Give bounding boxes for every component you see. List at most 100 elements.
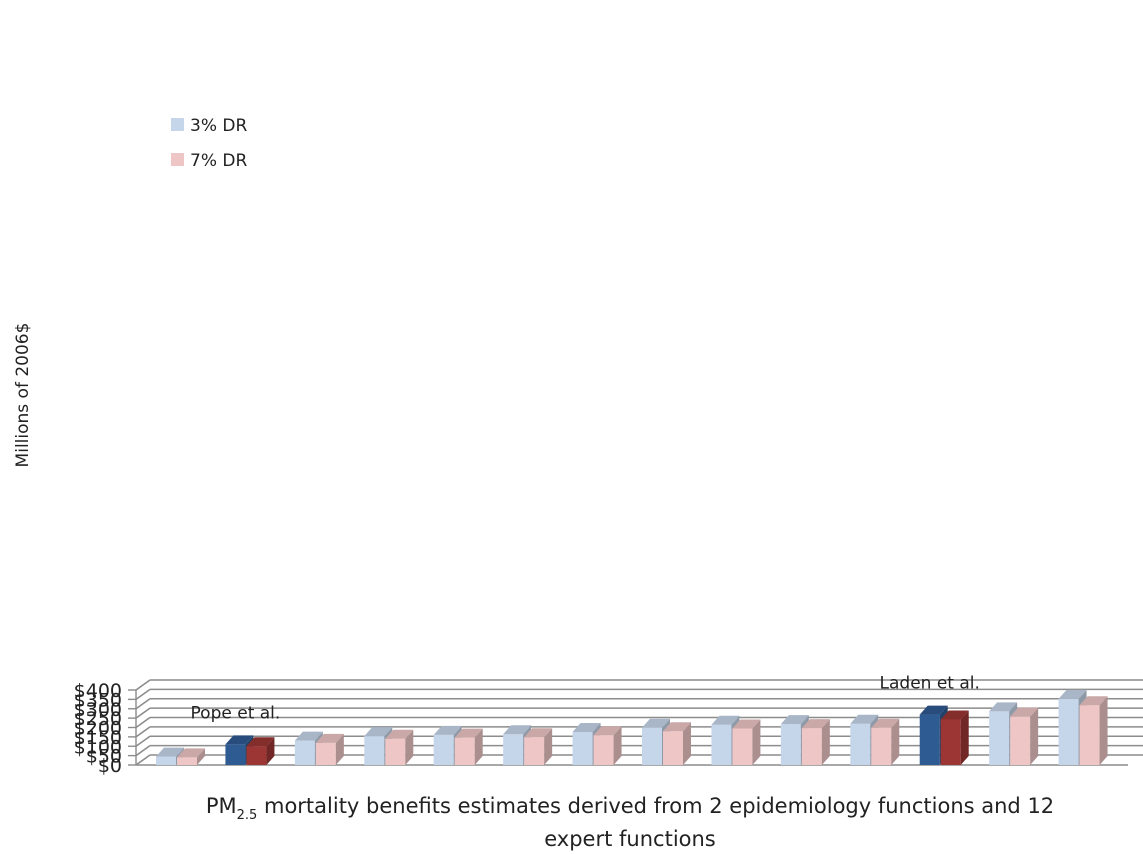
bar-top [919, 705, 948, 715]
gridline [135, 726, 151, 738]
bar-7pct-6 [524, 728, 553, 765]
bar-top [989, 702, 1018, 712]
bar-front [711, 724, 732, 765]
bar-top [454, 728, 483, 738]
bar-side [335, 733, 344, 765]
bar-side [266, 737, 275, 765]
bar-top [524, 728, 553, 738]
bar-side [1099, 696, 1108, 765]
bars [156, 689, 1108, 765]
bar-top [593, 726, 622, 736]
bar-top [177, 748, 205, 758]
bar-side [960, 710, 969, 765]
bar-7pct-5 [454, 728, 483, 765]
bar-front [780, 724, 801, 765]
bar-front [572, 732, 593, 765]
bar-front [940, 719, 961, 765]
bar-top [850, 714, 879, 724]
bar-front [503, 734, 524, 765]
bar-side [821, 719, 830, 765]
legend-label-7pct: 7% DR [190, 151, 247, 171]
bar-top [780, 715, 809, 725]
legend-swatch-3pct [171, 118, 184, 131]
bar-7pct-11 [871, 718, 900, 765]
bar-top [1058, 689, 1087, 699]
bar-7pct-3 [315, 733, 344, 765]
y-tick-label: $0 [98, 755, 122, 777]
bar-front [385, 738, 406, 765]
bar-side [544, 728, 553, 765]
y-tick-label: $150 [74, 727, 122, 749]
bar-side [613, 726, 622, 765]
bar-front [294, 740, 315, 765]
bar-front [989, 711, 1010, 765]
x-axis-label-line2: expert functions [544, 827, 716, 851]
bar-7pct-14 [1079, 696, 1108, 765]
bar-front [364, 736, 385, 765]
bar-side [405, 729, 414, 765]
bar-front [433, 734, 454, 765]
gridline [135, 754, 151, 766]
bar-top [433, 725, 462, 735]
bar-front [1079, 705, 1100, 765]
bar-top [732, 719, 761, 729]
bar-front [315, 742, 336, 765]
bar-front [246, 746, 267, 765]
bar-side [752, 719, 761, 765]
y-tick-label: $50 [86, 746, 122, 768]
bar-top [503, 725, 532, 735]
bar-top [663, 722, 691, 732]
bar-top [940, 710, 969, 720]
bar-front [177, 757, 197, 765]
bar-7pct-7 [593, 726, 622, 765]
bar-top [1079, 696, 1108, 706]
bar-top [246, 737, 275, 747]
bar-top [801, 719, 830, 729]
bar-front [524, 737, 545, 765]
bar-top [385, 729, 414, 739]
gridline [135, 688, 151, 701]
legend-swatch-7pct [171, 153, 184, 166]
gridline [135, 735, 151, 747]
bar-7pct-10 [801, 719, 830, 765]
gridline [135, 679, 151, 691]
bar-top [871, 718, 900, 728]
annotation-label: Laden et al. [880, 674, 980, 694]
bar-front [1010, 716, 1031, 765]
y-tick-label: $250 [74, 708, 122, 730]
bar-front [663, 731, 683, 765]
y-axis-ticks: $0$50$100$150$200$250$300$350$400 [74, 680, 137, 777]
legend: 3% DR 7% DR [171, 116, 247, 171]
bar-side [683, 722, 691, 765]
gridline [135, 744, 151, 757]
bar-top [294, 731, 323, 741]
bar-front [642, 727, 662, 765]
bar-front [801, 728, 822, 765]
bar-top [642, 718, 670, 728]
bar-side [474, 728, 483, 765]
bar-7pct-1 [177, 748, 205, 765]
y-tick-label: $200 [74, 718, 122, 740]
bar-7pct-4 [385, 729, 414, 765]
bar-top [711, 715, 740, 725]
gridline [135, 707, 151, 719]
bar-side [891, 718, 900, 765]
y-tick-label: $350 [74, 689, 122, 711]
bar-7pct-2 [246, 737, 275, 765]
gridline [135, 698, 151, 710]
bar-front [225, 744, 246, 765]
bar-top [364, 727, 393, 737]
x-axis-label: PM2.5 mortality benefits estimates deriv… [206, 794, 1054, 823]
bar-side [1030, 707, 1039, 765]
bar-front [732, 728, 753, 765]
bar-top [315, 733, 344, 743]
annotations: Pope et al. Laden et al. [191, 674, 980, 724]
y-tick-label: $400 [74, 680, 122, 702]
bar-front [1058, 698, 1079, 765]
bar-top [1010, 707, 1039, 717]
bar-top [225, 735, 254, 745]
bar-front [454, 737, 475, 765]
bar-side [197, 748, 205, 765]
bar-top [156, 747, 184, 757]
y-axis-label: Millions of 2006$ [13, 323, 33, 468]
